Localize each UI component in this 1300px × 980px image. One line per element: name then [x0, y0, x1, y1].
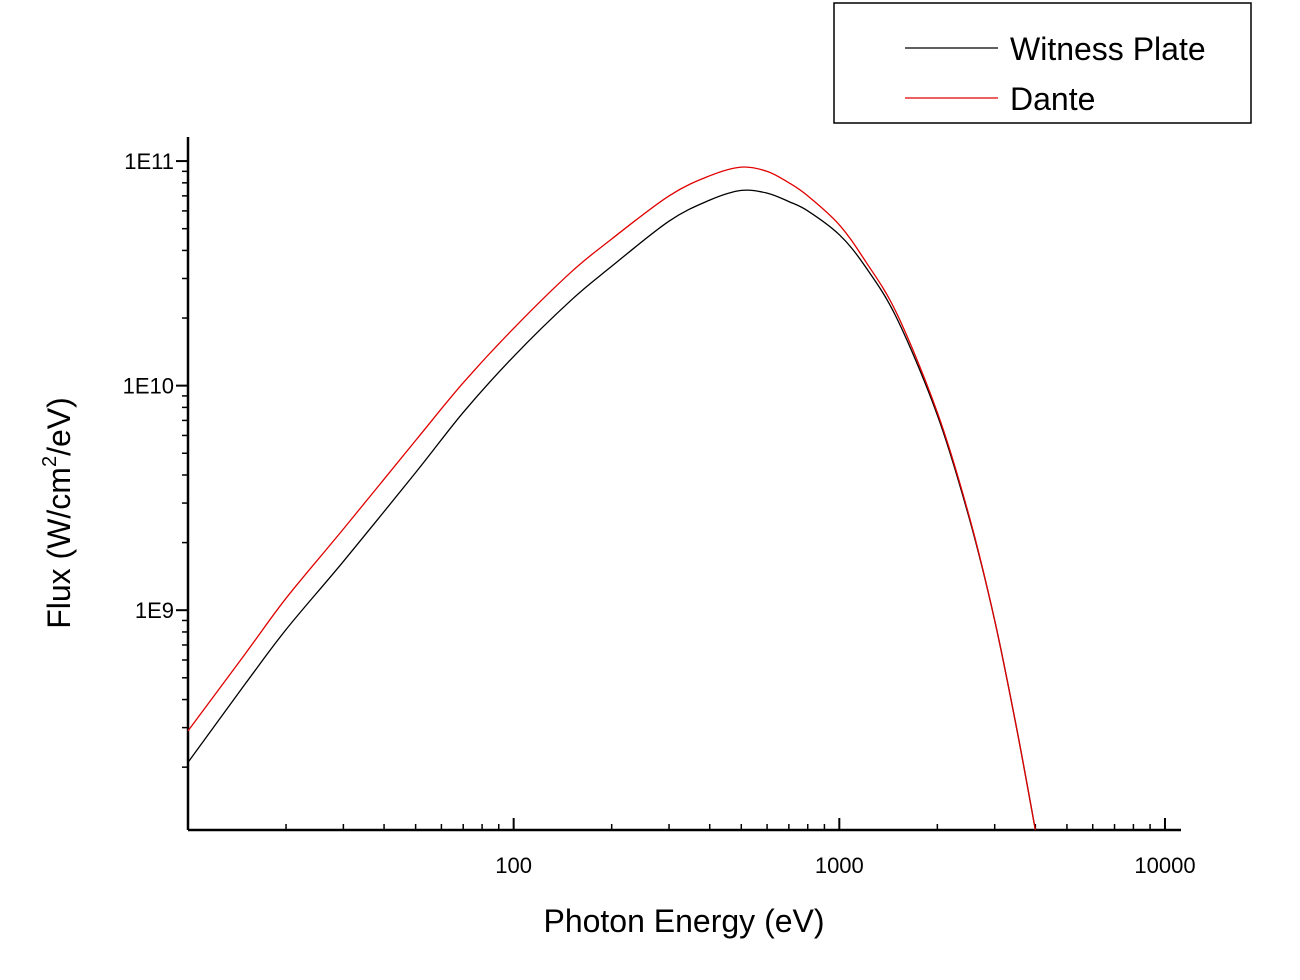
axes — [186, 137, 1181, 832]
y-axis-title-superscript: 2 — [39, 456, 61, 467]
legend: Witness Plate Dante — [833, 2, 1252, 124]
y-axis-title: Flux (W/cm2/eV) — [39, 397, 77, 629]
series-layer — [187, 166, 1037, 831]
y-ticks: 1E9 1E10 1E11 — [123, 149, 188, 768]
y-tick-label: 1E10 — [123, 374, 174, 399]
y-tick-label: 1E9 — [135, 598, 174, 623]
y-tick-label: 1E11 — [124, 149, 174, 174]
x-ticks: 100 1000 10000 — [187, 818, 1196, 878]
series-line-dante — [187, 166, 1037, 831]
x-tick-label: 10000 — [1134, 853, 1195, 878]
x-tick-label: 1000 — [815, 853, 864, 878]
legend-label-dante: Dante — [1010, 81, 1095, 117]
x-tick-label: 100 — [495, 853, 532, 878]
series-line-witness-plate — [187, 189, 1037, 831]
y-axis-title-suffix: /eV) — [41, 397, 77, 456]
legend-label-witness-plate: Witness Plate — [1010, 31, 1206, 67]
legend-box — [833, 2, 1252, 124]
y-axis-title-prefix: Flux (W/cm — [41, 467, 77, 629]
x-axis-title: Photon Energy (eV) — [543, 903, 824, 939]
